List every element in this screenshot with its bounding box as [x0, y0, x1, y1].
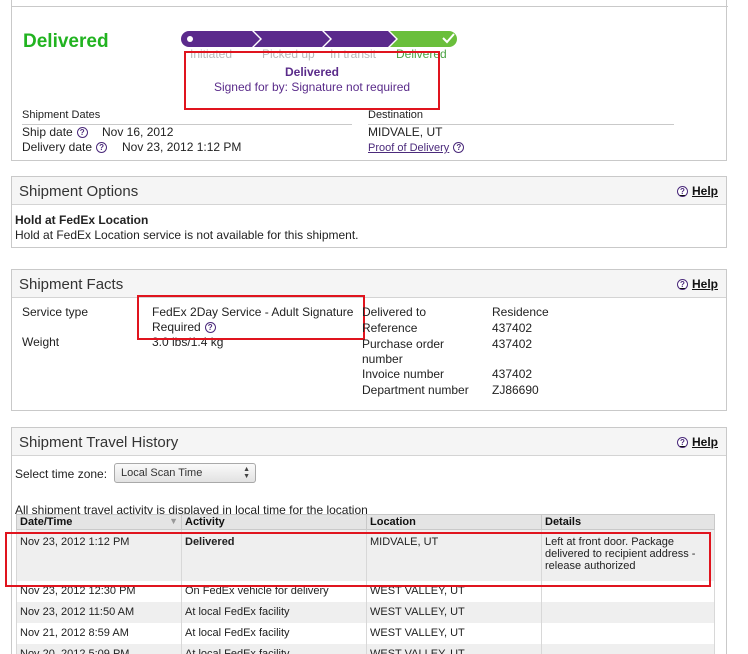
checkmark-icon: [442, 33, 455, 44]
divider: [368, 124, 674, 125]
help-link[interactable]: ? Help: [676, 435, 718, 449]
shipment-progress-bar: [181, 31, 457, 47]
cell-date: Nov 23, 2012 1:12 PM: [16, 529, 182, 581]
travel-note: All shipment travel activity is displaye…: [15, 503, 368, 517]
travel-history-panel: Shipment Travel History ? Help Select tim…: [5, 427, 727, 654]
cell-date: Nov 20, 2012 5:09 PM: [16, 643, 182, 654]
department-number-label: Department number: [362, 383, 469, 397]
delivered-to-value: Residence: [492, 305, 549, 319]
ship-date-value: Nov 16, 2012: [102, 125, 174, 139]
cell-details: [541, 601, 715, 623]
delivery-date-label: Delivery date?: [22, 140, 108, 154]
po-number-label: Purchase order number: [362, 337, 445, 366]
cell-activity: On FedEx vehicle for delivery: [181, 580, 367, 602]
cell-activity: At local FedEx facility: [181, 622, 367, 644]
column-header-date[interactable]: Date/Time ▼: [16, 514, 182, 530]
cell-activity: Delivered: [181, 529, 367, 581]
cell-details: [541, 622, 715, 644]
weight-label: Weight: [22, 335, 60, 349]
progress-segment-delivered: [390, 31, 457, 47]
cell-details: [541, 580, 715, 602]
department-number-value: ZJ86690: [492, 383, 539, 397]
ship-date-label: Ship date?: [22, 125, 88, 139]
progress-segment-picked-up: [254, 31, 330, 47]
cell-location: WEST VALLEY, UT: [366, 580, 542, 602]
destination-heading: Destination: [368, 109, 424, 121]
travel-history-table: Date/Time ▼ Activity Location Details Nov…: [16, 514, 715, 654]
step-label-delivered: Delivered: [396, 47, 447, 61]
cell-activity: At local FedEx facility: [181, 601, 367, 623]
proof-of-delivery-link[interactable]: Proof of Delivery: [368, 142, 450, 154]
table-header-row: Date/Time ▼ Activity Location Details: [16, 514, 715, 530]
panel-top-edge: [12, 0, 728, 7]
signature-text: Signed for by: Signature not required: [213, 80, 411, 94]
help-icon: ?: [676, 436, 688, 448]
panel-title: Shipment Travel History: [19, 434, 179, 451]
help-link[interactable]: ? Help: [676, 277, 718, 291]
step-label-picked-up: Picked up: [262, 47, 315, 61]
divider: [22, 124, 352, 125]
sort-desc-icon: ▼: [169, 516, 178, 526]
signature-info: Delivered Signed for by: Signature not r…: [187, 65, 437, 95]
cell-date: Nov 23, 2012 12:30 PM: [16, 580, 182, 602]
step-label-initiated: Initiated: [190, 47, 233, 61]
panel-header: Shipment Facts ? Help: [12, 270, 726, 298]
weight-value: 3.0 lbs/1.4 kg: [152, 335, 224, 349]
help-icon[interactable]: ?: [453, 142, 465, 153]
delivered-to-label: Delivered to: [362, 305, 427, 319]
shipment-facts-panel: Shipment Facts ? Help Service type FedEx …: [11, 269, 727, 411]
progress-segment-in-transit: [324, 31, 396, 47]
cell-location: WEST VALLEY, UT: [366, 601, 542, 623]
shipment-dates-heading: Shipment Dates: [22, 109, 101, 121]
select-arrows-icon: ▲ ▼: [243, 466, 250, 480]
progress-start-dot: [187, 36, 193, 42]
cell-details: [541, 643, 715, 654]
cell-activity: At local FedEx facility: [181, 643, 367, 654]
cell-date: Nov 21, 2012 8:59 AM: [16, 622, 182, 644]
column-header-details[interactable]: Details: [541, 514, 715, 530]
panel-title: Shipment Options: [19, 183, 139, 200]
table-row: Nov 23, 2012 12:30 PM On FedEx vehicle f…: [16, 580, 715, 602]
help-link[interactable]: ? Help: [676, 184, 718, 198]
column-header-location[interactable]: Location: [366, 514, 542, 530]
reference-value: 437402: [492, 321, 533, 335]
step-label-in-transit: In transit: [330, 47, 377, 61]
destination-value: MIDVALE, UT: [368, 125, 443, 139]
panel-header: Shipment Travel History ? Help: [12, 428, 726, 456]
table-row: Nov 21, 2012 8:59 AM At local FedEx faci…: [16, 622, 715, 644]
table-row: Nov 20, 2012 5:09 PM At local FedEx faci…: [16, 643, 715, 654]
panel-header: Shipment Options ? Help: [12, 177, 726, 205]
cell-details: Left at front door. Package delivered to…: [541, 529, 715, 581]
po-number-value: 437402: [492, 337, 533, 351]
table-row: Nov 23, 2012 11:50 AM At local FedEx fac…: [16, 601, 715, 623]
cell-location: WEST VALLEY, UT: [366, 622, 542, 644]
service-type-label: Service type: [22, 305, 89, 319]
hold-title: Hold at FedEx Location: [15, 213, 149, 227]
help-icon: ?: [676, 278, 688, 290]
cell-location: MIDVALE, UT: [366, 529, 542, 581]
time-zone-select[interactable]: Local Scan Time ▲ ▼: [114, 463, 256, 483]
service-type-value: FedEx 2Day Service - Adult Signature Req…: [152, 305, 354, 334]
status-headline: Delivered: [23, 31, 109, 52]
time-zone-label: Select time zone:: [15, 467, 108, 481]
delivery-date-value: Nov 23, 2012 1:12 PM: [122, 140, 242, 154]
cell-location: WEST VALLEY, UT: [366, 643, 542, 654]
invoice-number-label: Invoice number: [362, 367, 445, 381]
shipment-status-panel: Delivered Initiated Picked up In transit…: [11, 0, 728, 161]
shipment-options-panel: Shipment Options ? Help Hold at FedEx Loc…: [11, 176, 727, 248]
help-icon[interactable]: ?: [204, 322, 216, 333]
invoice-number-value: 437402: [492, 367, 533, 381]
panel-title: Shipment Facts: [19, 276, 124, 293]
help-icon: ?: [676, 185, 688, 197]
help-icon[interactable]: ?: [96, 142, 108, 153]
progress-segment-initiated: [181, 31, 260, 47]
column-header-activity[interactable]: Activity: [181, 514, 367, 530]
signature-title: Delivered: [284, 65, 340, 79]
table-row: Nov 23, 2012 1:12 PM Delivered MIDVALE, …: [16, 529, 715, 581]
proof-of-delivery: Proof of Delivery?: [368, 140, 465, 154]
cell-date: Nov 23, 2012 11:50 AM: [16, 601, 182, 623]
reference-label: Reference: [362, 321, 418, 335]
hold-text: Hold at FedEx Location service is not av…: [15, 228, 359, 242]
help-icon[interactable]: ?: [76, 127, 88, 138]
